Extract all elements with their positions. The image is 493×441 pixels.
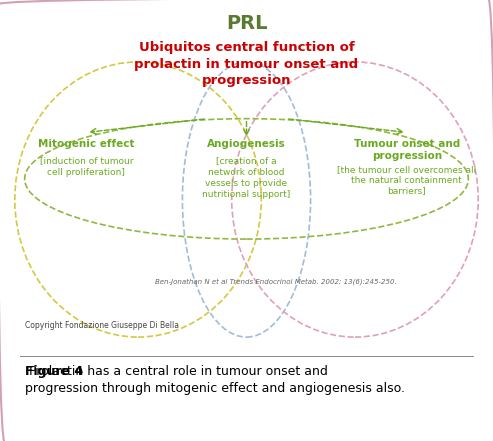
Text: Copyright Fondazione Giuseppe Di Bella: Copyright Fondazione Giuseppe Di Bella [25,321,178,330]
Text: Prolactin has a central role in tumour onset and
progression through mitogenic e: Prolactin has a central role in tumour o… [25,365,405,395]
Text: Angiogenesis: Angiogenesis [207,139,286,149]
Text: Ubiquitos central function of
prolactin in tumour onset and
progression: Ubiquitos central function of prolactin … [135,41,358,87]
Text: Tumour onset and
progression: Tumour onset and progression [353,139,460,161]
Text: Ben-Jonathan N et al Trends Endocrinol Metab. 2002; 13(6):245-250.: Ben-Jonathan N et al Trends Endocrinol M… [155,279,397,285]
Text: [induction of tumour
cell proliferation]: [induction of tumour cell proliferation] [39,157,133,176]
Text: Mitogenic effect: Mitogenic effect [38,139,135,149]
Text: PRL: PRL [226,14,267,33]
Text: [creation of a
network of blood
vessels to provide
nutritional support]: [creation of a network of blood vessels … [202,157,291,199]
Text: Figure 4: Figure 4 [25,365,83,378]
Text: [the tumour cell overcomes all
the natural containment
barriers]: [the tumour cell overcomes all the natur… [337,165,476,195]
